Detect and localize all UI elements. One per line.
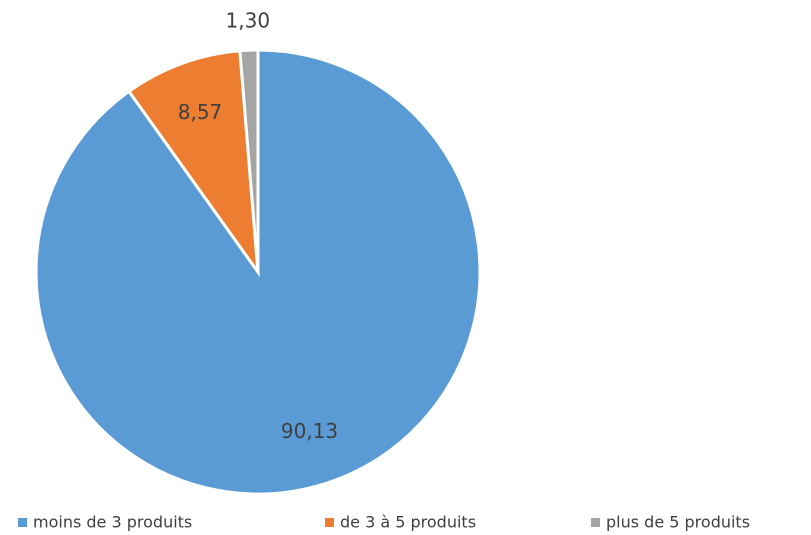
data-label: 90,13 [281,419,338,443]
pie-slice [126,49,260,278]
pie-slice [34,48,482,496]
legend-label: moins de 3 produits [33,513,192,532]
legend-marker [18,518,27,527]
data-label: 1,30 [226,9,271,33]
legend-marker [325,518,334,527]
data-label: 8,57 [178,100,223,124]
pie-slice [238,48,260,273]
legend-marker [591,518,600,527]
legend-label: de 3 à 5 produits [340,513,476,532]
legend-label: plus de 5 produits [606,513,750,532]
